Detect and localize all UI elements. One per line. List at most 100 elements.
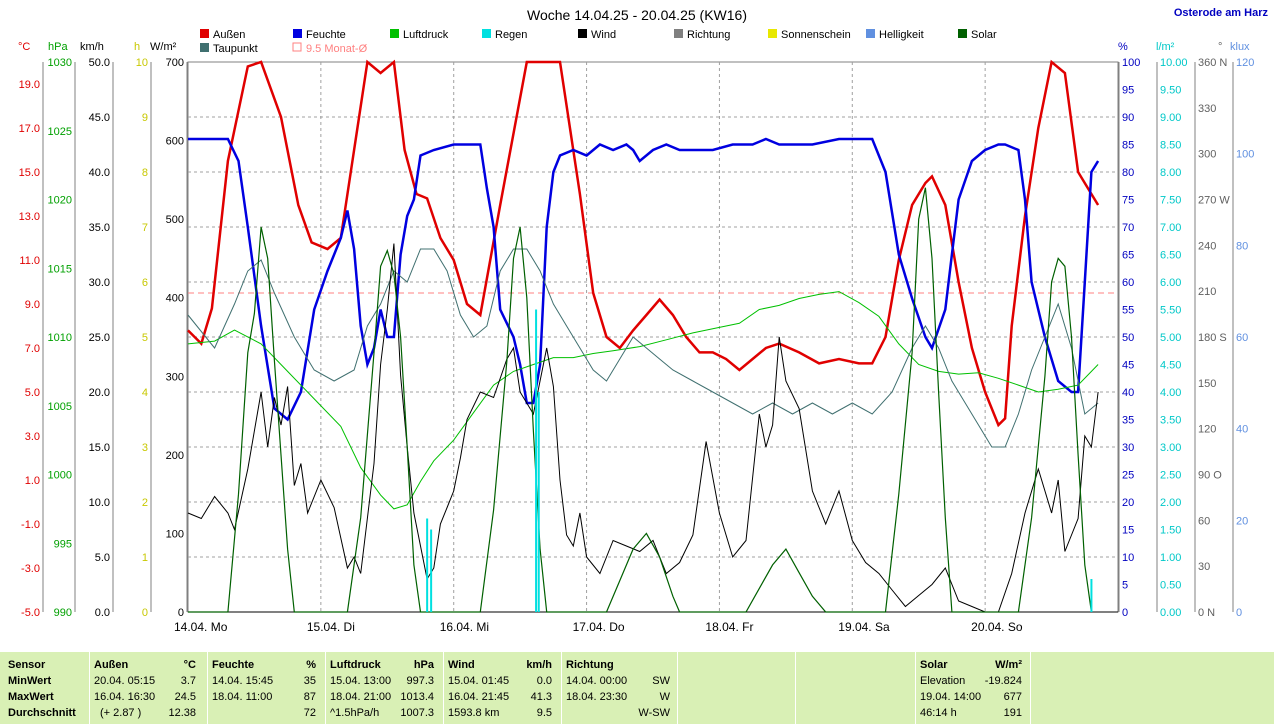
- aussen-min-time: 20.04. 05:15: [94, 675, 156, 687]
- axis-unit-label: °: [1218, 41, 1222, 53]
- legend-swatch: [292, 42, 302, 52]
- y-tick-label: 1030: [48, 57, 72, 69]
- y-tick-label: 25: [1122, 470, 1134, 482]
- y-tick-label: 8.00: [1160, 167, 1181, 179]
- x-tick-day: 19.04. Sa: [838, 620, 890, 634]
- luftdruck-trend: ^1.5hPa/h: [330, 707, 380, 719]
- y-tick-label: 20.0: [89, 387, 110, 399]
- y-tick-label: 19.0: [19, 79, 40, 91]
- y-tick-label: -3.0: [21, 563, 40, 575]
- legend-label: Taupunkt: [213, 43, 258, 55]
- y-tick-label: 100: [166, 528, 184, 540]
- y-tick-label: 4.00: [1160, 387, 1181, 399]
- axis-unit-label: W/m²: [150, 41, 177, 53]
- y-tick-label: 10: [1122, 552, 1134, 564]
- y-tick-label: 1020: [48, 195, 72, 207]
- feuchte-column: Feuchte % 14.04. 15:45 35 18.04. 11:00 8…: [212, 652, 320, 724]
- series-line-solar: [188, 187, 1092, 613]
- y-tick-label: 8.50: [1160, 140, 1181, 152]
- luftdruck-unit: hPa: [413, 659, 434, 671]
- y-tick-label: 995: [54, 538, 72, 550]
- legend-label: Richtung: [687, 29, 730, 41]
- statistics-table: Sensor MinWert MaxWert Durchschnitt Auße…: [0, 652, 1274, 724]
- legend-swatch: [200, 29, 209, 38]
- y-tick-label: 1005: [48, 401, 72, 413]
- wind-column: Wind km/h 15.04. 01:45 0.0 16.04. 21:45 …: [448, 652, 556, 724]
- legend-swatch: [674, 29, 683, 38]
- y-tick-label: 330: [1198, 103, 1216, 115]
- feuchte-unit: %: [306, 659, 316, 671]
- richtung-column: Richtung 14.04. 00:00 SW 18.04. 23:30 W …: [566, 652, 672, 724]
- series-line-taupunkt: [187, 248, 1099, 448]
- legend-label: Luftdruck: [403, 29, 449, 41]
- legend-swatch: [200, 43, 209, 52]
- y-tick-label: 400: [166, 293, 184, 305]
- y-tick-label: 60: [1236, 332, 1248, 344]
- y-tick-label: 600: [166, 136, 184, 148]
- y-tick-label: 15.0: [19, 167, 40, 179]
- y-tick-label: 30.0: [89, 277, 110, 289]
- legend-label: Außen: [213, 29, 245, 41]
- solar-avg: 191: [1003, 707, 1022, 719]
- y-tick-label: 2.50: [1160, 470, 1181, 482]
- y-tick-label: 30: [1122, 442, 1134, 454]
- y-tick-label: 15: [1122, 525, 1134, 537]
- minwert-label: MinWert: [8, 675, 52, 687]
- series-line-auen: [187, 59, 1100, 428]
- richtung-header: Richtung: [566, 659, 614, 671]
- sensor-column: Sensor MinWert MaxWert Durchschnitt: [8, 652, 88, 724]
- station-label: Osterode am Harz: [1174, 7, 1269, 19]
- y-tick-label: 0 N: [1198, 607, 1215, 619]
- axis-unit-label: klux: [1230, 41, 1250, 53]
- y-tick-label: 2: [142, 497, 148, 509]
- y-tick-label: 20: [1122, 497, 1134, 509]
- y-tick-label: 0: [1122, 607, 1128, 619]
- y-tick-label: 7.00: [1160, 222, 1181, 234]
- axis-unit-label: hPa: [48, 41, 68, 53]
- y-tick-label: 60: [1198, 515, 1210, 527]
- y-tick-label: 1000: [48, 470, 72, 482]
- feuchte-avg: 72: [303, 707, 316, 719]
- y-tick-label: 95: [1122, 85, 1134, 97]
- legend-label: Helligkeit: [879, 29, 924, 41]
- y-tick-label: 180 S: [1198, 332, 1227, 344]
- luftdruck-min-value: 997.3: [406, 675, 434, 687]
- legend-label: Sonnenschein: [781, 29, 851, 41]
- y-tick-label: 70: [1122, 222, 1134, 234]
- y-tick-label: 90: [1122, 112, 1134, 124]
- wind-distance: 1593.8 km: [448, 707, 500, 719]
- y-tick-label: 20: [1236, 515, 1248, 527]
- solar-unit: W/m²: [995, 659, 1022, 671]
- y-tick-label: 40: [1236, 424, 1248, 436]
- aussen-max-value: 24.5: [174, 691, 196, 703]
- y-tick-label: 55: [1122, 305, 1134, 317]
- y-tick-label: 13.0: [19, 211, 40, 223]
- luftdruck-column: Luftdruck hPa 15.04. 13:00 997.3 18.04. …: [330, 652, 438, 724]
- y-tick-label: 4.50: [1160, 360, 1181, 372]
- richtung-min-value: SW: [652, 675, 670, 687]
- richtung-max-time: 18.04. 23:30: [566, 691, 628, 703]
- y-tick-label: 1: [142, 552, 148, 564]
- y-tick-label: 80: [1236, 240, 1248, 252]
- y-tick-label: 5: [142, 332, 148, 344]
- x-tick-day: 17.04. Do: [573, 620, 625, 634]
- y-tick-label: 15.0: [89, 442, 110, 454]
- y-tick-label: 7: [142, 222, 148, 234]
- y-tick-label: 2.00: [1160, 497, 1181, 509]
- axis-unit-label: l/m²: [1156, 41, 1175, 53]
- legend-swatch: [768, 29, 777, 38]
- axis-unit-label: h: [134, 41, 140, 53]
- durchschnitt-label: Durchschnitt: [8, 707, 76, 719]
- x-tick-day: 20.04. So: [971, 620, 1023, 634]
- wind-min-time: 15.04. 01:45: [448, 675, 510, 687]
- y-tick-label: 7.0: [25, 343, 40, 355]
- y-tick-label: 6: [142, 277, 148, 289]
- y-tick-label: 10.00: [1160, 57, 1188, 69]
- legend-label: Regen: [495, 29, 527, 41]
- y-tick-label: 30: [1198, 561, 1210, 573]
- wind-avg: 9.5: [536, 707, 552, 719]
- feuchte-min-value: 35: [303, 675, 316, 687]
- y-tick-label: 150: [1198, 378, 1216, 390]
- y-tick-label: 35: [1122, 415, 1134, 427]
- y-tick-label: 8: [142, 167, 148, 179]
